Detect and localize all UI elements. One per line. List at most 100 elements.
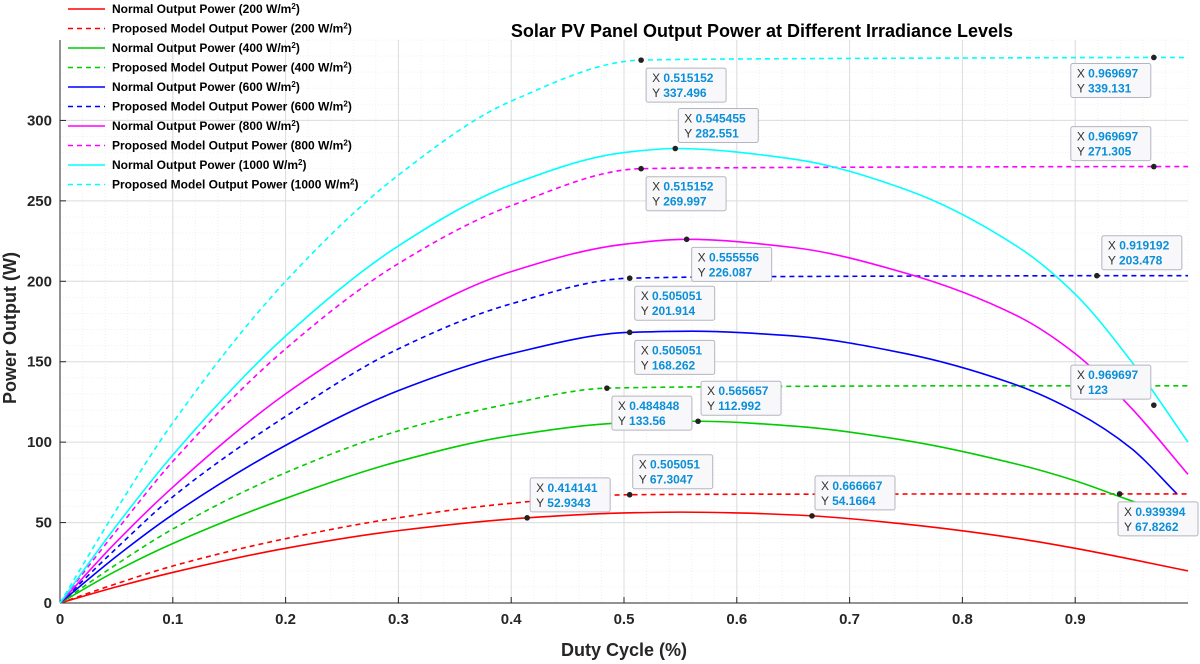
datatip-marker[interactable] [695, 418, 701, 425]
legend-entry[interactable]: Proposed Model Output Power (200 W/m2) [112, 21, 352, 36]
datatip-box [632, 454, 714, 490]
y-tick-label: 300 [27, 112, 52, 129]
datatip-marker[interactable] [626, 329, 633, 336]
series-line-4 [59, 330, 1178, 604]
datatip-y: Y 133.56 [618, 414, 666, 428]
datatip-y: Y 123 [1077, 383, 1108, 397]
datatip-marker[interactable] [604, 385, 610, 391]
datatip-y: Y 67.8262 [1124, 520, 1179, 534]
datatip-x: X 0.565657 [707, 384, 769, 398]
datatip-box [700, 380, 782, 416]
datatip-x: X 0.515152 [652, 180, 714, 194]
x-tick-label: 0.2 [275, 611, 296, 628]
datatip-x: X 0.919192 [1108, 239, 1170, 253]
datatip-x: X 0.414141 [536, 481, 598, 495]
x-tick-label: 0.3 [388, 611, 409, 628]
y-axis-label: Power Output (W) [0, 252, 20, 404]
legend-entry[interactable]: Normal Output Power (400 W/m2) [112, 41, 300, 56]
series-line-8 [59, 147, 1189, 604]
datatip-marker[interactable] [1116, 491, 1123, 497]
datatip-x: X 0.969697 [1077, 130, 1139, 144]
legend-entry[interactable]: Proposed Model Output Power (600 W/m2) [112, 99, 352, 114]
datatip-marker[interactable] [638, 57, 644, 63]
datatip-box [1070, 364, 1152, 400]
legend-entry[interactable]: Normal Output Power (600 W/m2) [112, 80, 300, 95]
datatip-marker[interactable] [524, 515, 530, 521]
x-tick-label: 0.6 [726, 611, 747, 628]
datatip-box [677, 107, 759, 143]
x-tick-label: 0.1 [162, 611, 183, 628]
legend-entry[interactable]: Normal Output Power (800 W/m2) [112, 119, 300, 134]
x-axis-label: Duty Cycle (%) [561, 640, 687, 660]
series-line-9 [59, 56, 1189, 604]
y-tick-label: 100 [27, 434, 52, 451]
chart-title: Solar PV Panel Output Power at Different… [511, 21, 1013, 41]
datatip-y: Y 54.1664 [821, 494, 876, 508]
series-line-7 [59, 165, 1188, 604]
datatip-marker[interactable] [626, 491, 633, 498]
datatip-y: Y 52.9343 [536, 496, 591, 510]
datatip-marker[interactable] [683, 236, 690, 243]
x-tick-label: 0.4 [501, 611, 523, 628]
datatip-marker[interactable] [638, 165, 644, 172]
datatip-marker[interactable] [1151, 163, 1157, 170]
legend-entry[interactable]: Proposed Model Output Power (400 W/m2) [112, 60, 352, 75]
datatip-marker[interactable] [809, 513, 815, 519]
datatip-y: Y 201.914 [641, 304, 696, 318]
series-line-0 [59, 511, 1189, 604]
y-tick-label: 0 [44, 595, 52, 612]
datatip-y: Y 339.131 [1077, 81, 1132, 95]
legend-entry[interactable]: Proposed Model Output Power (800 W/m2) [112, 138, 352, 153]
datatip-box [645, 176, 727, 212]
datatip-y: Y 203.478 [1108, 254, 1163, 268]
datatip-y: Y 282.551 [684, 126, 739, 140]
y-tick-label: 200 [27, 273, 52, 290]
datatip-marker[interactable] [672, 145, 679, 152]
datatip-box [1070, 126, 1152, 162]
datatip-x: X 0.969697 [1077, 66, 1139, 80]
datatip-x: X 0.484848 [618, 399, 680, 413]
datatip-marker[interactable] [1151, 54, 1157, 61]
legend-entry[interactable]: Proposed Model Output Power (1000 W/m2) [112, 177, 358, 192]
datatip-marker[interactable] [1151, 402, 1157, 408]
datatip-box [645, 67, 727, 103]
legend-entry[interactable]: Normal Output Power (200 W/m2) [112, 2, 300, 17]
datatip-box [1117, 501, 1199, 537]
datatip-marker[interactable] [626, 275, 633, 282]
datatip-x: X 0.969697 [1077, 368, 1139, 382]
series-line-1 [59, 493, 1189, 604]
datatip-box [529, 477, 611, 513]
datatip-x: X 0.545455 [684, 111, 746, 125]
y-tick-label: 150 [27, 354, 52, 371]
datatip-y: Y 226.087 [698, 265, 753, 279]
datatip-box [634, 285, 716, 321]
datatip-box [1070, 62, 1152, 98]
datatip-marker[interactable] [1094, 272, 1100, 279]
datatip-x: X 0.505051 [639, 458, 701, 472]
datatip-box [611, 395, 693, 431]
series-line-6 [59, 238, 1189, 604]
x-tick-label: 0.7 [839, 611, 860, 628]
y-tick-label: 250 [27, 193, 52, 210]
datatip-y: Y 271.305 [1077, 145, 1132, 159]
legend-entry[interactable]: Normal Output Power (1000 W/m2) [112, 158, 306, 173]
datatip-y: Y 269.997 [652, 195, 707, 209]
legend[interactable]: Normal Output Power (200 W/m2) Proposed M… [68, 2, 358, 192]
